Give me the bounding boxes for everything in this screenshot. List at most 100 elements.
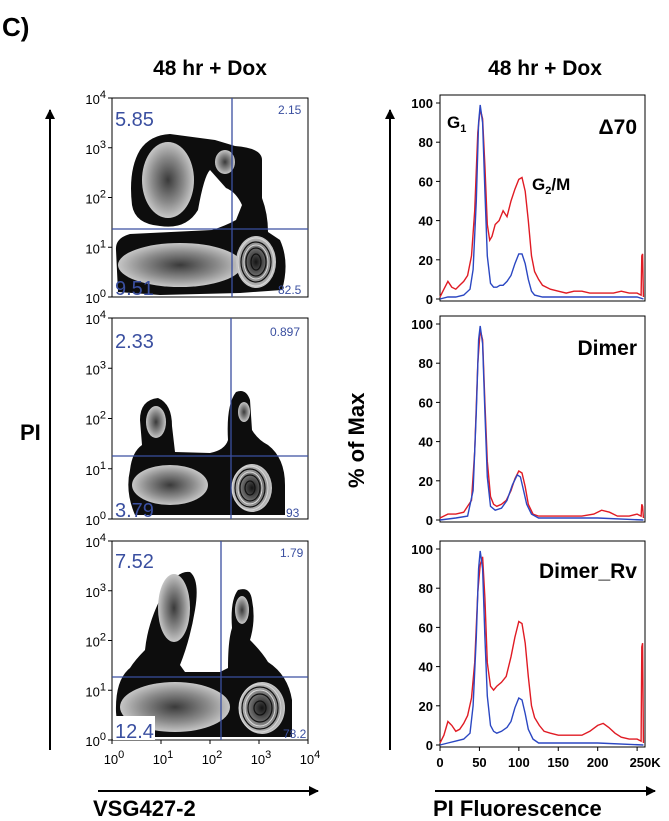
y-tick-label: 40	[419, 660, 433, 675]
hist-label: Dimer	[577, 337, 637, 360]
density-core	[238, 402, 250, 422]
density-plot	[128, 391, 285, 515]
log-tick-label: 100	[85, 510, 106, 528]
log-tick-label: 100	[85, 288, 106, 306]
annotation-g2m: G2/M	[532, 175, 570, 197]
y-tick-label: 0	[426, 738, 433, 753]
quadrant-upper-left: 5.85	[115, 109, 154, 131]
y-tick-label: 60	[419, 620, 433, 635]
log-tick-label: 104	[300, 749, 321, 767]
panel-label: C)	[2, 12, 29, 42]
log-tick-label: 104	[85, 89, 106, 107]
flow-x-label: VSG427-2	[93, 796, 196, 821]
y-tick-label: 80	[419, 581, 433, 596]
contour-rings	[240, 241, 272, 283]
log-tick-label: 100	[104, 749, 125, 767]
hist-y-label: % of Max	[344, 392, 369, 488]
log-tick-label: 103	[85, 139, 106, 157]
hist-tick-labels: 0 20 40 60 80 100 0 20 40 60 80 100 0 20 40 60 80 100 0 50 1…	[411, 96, 661, 770]
density-core	[236, 236, 276, 288]
contour-rings	[237, 237, 275, 287]
flow-panel-3: 7.52 1.79 12.4 78.2	[111, 540, 309, 743]
quadrant-lower-right: 82.5	[278, 283, 302, 297]
y-tick-label: 100	[411, 317, 433, 332]
density-core	[118, 243, 242, 287]
quadrant-lower-left: 3.79	[115, 500, 154, 522]
y-tick-label: 80	[419, 356, 433, 371]
density-core	[142, 142, 194, 218]
y-tick-label: 60	[419, 395, 433, 410]
gate-label-bg	[113, 716, 155, 740]
y-tick-label: 100	[411, 542, 433, 557]
log-tick-label: 101	[85, 238, 106, 256]
flow-y-label: PI	[20, 420, 41, 445]
contour-rings	[241, 686, 279, 730]
y-tick-label: 0	[426, 513, 433, 528]
series-red-line	[439, 108, 645, 298]
x-tick-label: 150	[547, 755, 569, 770]
quadrant-upper-right: 2.15	[278, 103, 302, 117]
flow-header: 48 hr + Dox	[153, 57, 267, 80]
density-core	[158, 574, 190, 642]
quadrant-lower-left: 9.51	[115, 278, 154, 300]
quadrant-upper-right: 1.79	[280, 546, 304, 560]
flow-panel-2: 2.33 0.897 3.79 93	[111, 317, 309, 522]
log-tick-label: 101	[85, 681, 106, 699]
quadrant-lower-left: 12.4	[115, 721, 154, 743]
log-tick-label: 104	[85, 532, 106, 550]
y-tick-label: 100	[411, 96, 433, 111]
hist-x-label: PI Fluorescence	[433, 796, 602, 821]
y-tick-label: 40	[419, 435, 433, 450]
y-tick-label: 20	[419, 253, 433, 268]
flow-tick-labels: 100 101 102 103 104 100 101 102 103 104 100 101 102 1…	[85, 89, 320, 767]
log-tick-label: 100	[85, 731, 106, 749]
hist-label: Δ70	[599, 116, 637, 139]
log-tick-label: 103	[251, 749, 272, 767]
density-core	[132, 465, 208, 505]
x-tick-label: 250K	[630, 755, 662, 770]
hist-frame	[439, 540, 646, 748]
series-blue-line	[439, 104, 644, 300]
x-tick-label: 100	[508, 755, 530, 770]
y-tick-label: 20	[419, 699, 433, 714]
density-core	[146, 406, 166, 438]
contour-rings	[238, 683, 282, 733]
hist-header: 48 hr + Dox	[488, 57, 602, 80]
contour-rings	[234, 468, 266, 508]
log-tick-label: 101	[85, 460, 106, 478]
x-tick-label: 50	[472, 755, 486, 770]
series-blue-line	[439, 325, 644, 521]
log-tick-label: 102	[202, 749, 223, 767]
flow-panel-1: 5.85 2.15 9.51 82.5	[111, 97, 309, 300]
quadrant-upper-left: 2.33	[115, 331, 154, 353]
quadrant-upper-right: 0.897	[270, 325, 300, 339]
y-tick-label: 0	[426, 292, 433, 307]
density-core	[235, 596, 249, 624]
x-tick-label: 200	[587, 755, 609, 770]
x-tick-label: 0	[436, 755, 443, 770]
hist-label: Dimer_Rv	[539, 560, 637, 583]
hist-panel-2: Dimer	[439, 315, 646, 523]
y-tick-label: 60	[419, 174, 433, 189]
y-tick-label: 80	[419, 135, 433, 150]
hist-frame	[439, 94, 646, 302]
y-tick-label: 40	[419, 214, 433, 229]
quadrant-lower-right: 78.2	[283, 727, 307, 741]
log-tick-label: 102	[85, 189, 106, 207]
hist-panel-1: Δ70 G1 G2/M	[439, 94, 646, 302]
log-tick-label: 102	[85, 410, 106, 428]
hist-panel-3: Dimer_Rv	[439, 540, 646, 748]
series-red-line	[439, 556, 645, 744]
quadrant-upper-left: 7.52	[115, 551, 154, 573]
density-plot	[115, 134, 286, 295]
log-tick-label: 102	[85, 632, 106, 650]
log-tick-label: 101	[153, 749, 174, 767]
series-blue-line	[439, 550, 644, 746]
log-tick-label: 104	[85, 309, 106, 327]
log-tick-label: 103	[85, 359, 106, 377]
density-core	[215, 150, 235, 174]
density-plot	[113, 571, 292, 740]
hist-frame	[439, 315, 646, 523]
y-tick-label: 20	[419, 474, 433, 489]
